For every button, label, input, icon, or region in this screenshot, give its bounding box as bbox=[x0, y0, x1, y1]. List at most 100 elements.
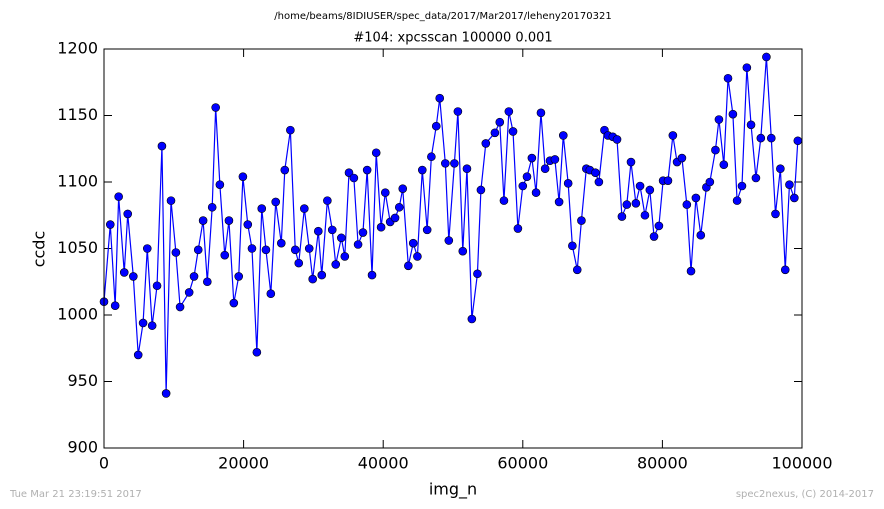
data-point bbox=[371, 148, 381, 158]
data-point bbox=[337, 233, 346, 243]
data-point bbox=[481, 139, 491, 148]
data-point bbox=[572, 265, 582, 275]
data-point bbox=[252, 347, 262, 357]
y-tick-label: 1100 bbox=[57, 172, 98, 191]
data-point bbox=[645, 185, 655, 195]
data-point bbox=[290, 245, 300, 255]
data-point bbox=[261, 245, 271, 255]
y-tick-label: 1050 bbox=[57, 238, 98, 257]
data-point bbox=[114, 192, 123, 201]
data-point bbox=[110, 301, 120, 310]
data-point bbox=[224, 216, 234, 225]
data-point bbox=[398, 184, 408, 193]
data-point bbox=[450, 159, 459, 168]
data-point bbox=[234, 272, 244, 281]
data-point bbox=[705, 177, 715, 187]
y-tick-label: 1000 bbox=[57, 305, 98, 324]
data-point bbox=[677, 153, 687, 163]
data-point bbox=[331, 260, 341, 269]
data-point bbox=[431, 121, 441, 131]
data-point bbox=[276, 238, 286, 248]
data-point bbox=[746, 120, 756, 130]
data-point bbox=[751, 173, 761, 183]
y-tick-label: 950 bbox=[67, 371, 98, 390]
data-point bbox=[193, 245, 203, 255]
data-point bbox=[123, 209, 133, 219]
data-line bbox=[103, 56, 799, 394]
x-tick-label: 80000 bbox=[637, 454, 688, 473]
data-point bbox=[327, 225, 337, 235]
data-point bbox=[147, 321, 157, 330]
data-point bbox=[238, 172, 248, 181]
x-axis-label: img_n bbox=[429, 480, 477, 500]
y-tick-label: 1200 bbox=[57, 39, 98, 58]
data-point bbox=[367, 270, 377, 280]
data-point bbox=[152, 281, 162, 291]
data-point bbox=[686, 266, 696, 276]
data-point bbox=[563, 179, 573, 188]
data-point bbox=[349, 173, 359, 183]
data-point bbox=[711, 145, 720, 155]
data-point bbox=[142, 244, 152, 253]
data-point bbox=[390, 213, 400, 223]
data-point bbox=[462, 164, 472, 173]
y-tick-label: 1150 bbox=[57, 105, 98, 124]
data-point bbox=[189, 272, 199, 281]
data-point bbox=[280, 165, 290, 175]
data-point bbox=[129, 272, 138, 281]
data-point bbox=[577, 216, 586, 225]
data-point bbox=[380, 188, 390, 197]
data-point bbox=[612, 135, 622, 144]
data-point bbox=[294, 258, 304, 268]
data-point bbox=[737, 181, 747, 191]
data-point bbox=[771, 209, 780, 219]
data-point bbox=[166, 196, 176, 205]
data-point bbox=[691, 193, 701, 203]
data-point bbox=[220, 250, 230, 260]
x-tick-label: 20000 bbox=[218, 454, 269, 473]
data-point bbox=[215, 180, 225, 189]
footer-right: spec2nexus, (C) 2014-2017 bbox=[736, 489, 874, 500]
data-point bbox=[247, 244, 257, 253]
data-point bbox=[663, 176, 673, 185]
data-point bbox=[271, 197, 281, 207]
data-point bbox=[353, 240, 363, 249]
data-point bbox=[793, 136, 803, 146]
data-point bbox=[203, 277, 212, 287]
data-point bbox=[257, 204, 267, 213]
data-point bbox=[171, 248, 181, 257]
data-point bbox=[723, 73, 733, 83]
data-point bbox=[780, 265, 790, 275]
data-point bbox=[323, 196, 332, 205]
x-tick-label: 0 bbox=[99, 454, 109, 473]
data-point bbox=[550, 155, 560, 164]
data-point bbox=[631, 198, 641, 208]
data-point bbox=[508, 127, 518, 136]
data-point bbox=[522, 172, 532, 181]
data-point bbox=[313, 226, 323, 236]
data-point bbox=[198, 216, 208, 225]
data-point bbox=[229, 298, 239, 308]
data-point bbox=[495, 117, 505, 127]
data-point bbox=[161, 389, 171, 398]
data-point bbox=[435, 93, 445, 103]
x-tick-label: 60000 bbox=[497, 454, 548, 473]
data-point bbox=[714, 115, 724, 124]
data-point bbox=[594, 177, 604, 187]
data-point bbox=[467, 314, 477, 324]
data-point bbox=[417, 165, 427, 175]
data-point bbox=[476, 185, 486, 195]
data-point bbox=[473, 269, 482, 279]
data-point bbox=[394, 202, 404, 212]
data-point bbox=[138, 318, 148, 328]
data-point bbox=[518, 181, 528, 191]
data-point bbox=[304, 244, 314, 253]
data-point bbox=[776, 164, 785, 173]
data-point bbox=[358, 228, 368, 237]
data-point bbox=[649, 232, 659, 241]
data-point bbox=[558, 131, 568, 140]
data-point bbox=[504, 107, 514, 116]
data-point bbox=[682, 200, 692, 209]
